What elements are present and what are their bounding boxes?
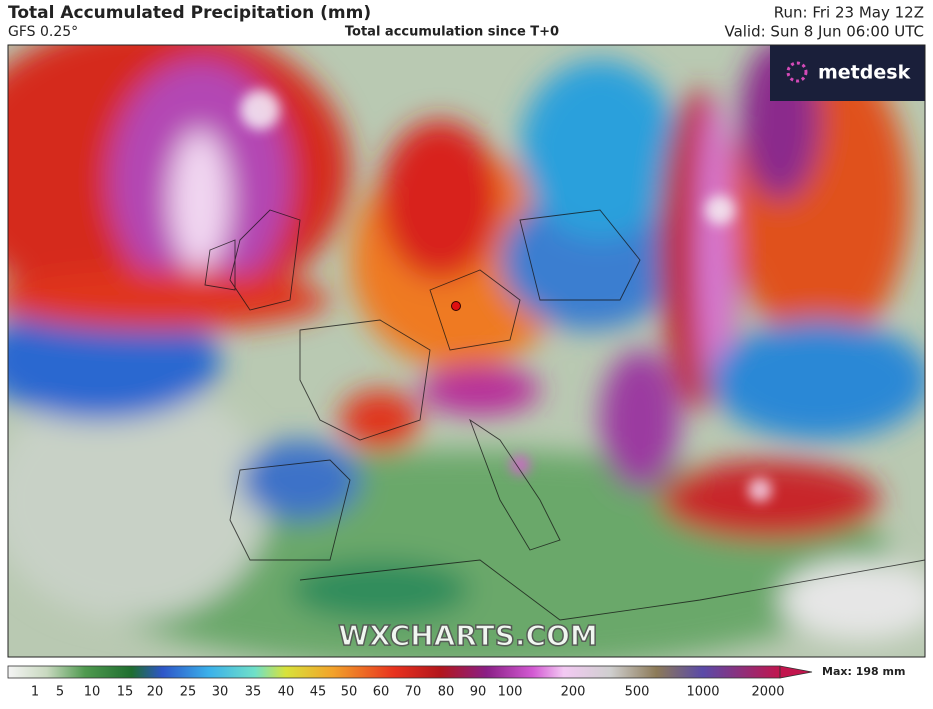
colorbar-ticks: 1 5 10 15 20 25 30 35 40 45 50 60 70 80 90 100 200 500 100… [31,685,785,700]
colorbar-tick-label: 1 [31,685,39,700]
map-frame [7,44,926,658]
colorbar-extension [779,665,813,679]
colorbar-tick-label: 40 [278,685,295,700]
colorbar-tick-label: 20 [147,685,164,700]
colorbar: Max: 198 mm 1 5 10 15 20 25 30 35 40 45 50 60 70 80 90… [7,665,905,700]
colorbar-tick-label: 2000 [751,685,784,700]
colorbar-tick-label: 1000 [686,685,719,700]
colorbar-tick-label: 35 [245,685,262,700]
colorbar-tick-label: 60 [373,685,390,700]
colorbar-scale [7,665,781,679]
watermark: WXCHARTS.COM [338,619,598,652]
logo-text: metdesk [818,62,911,84]
colorbar-tick-label: 15 [117,685,134,700]
colorbar-tick-label: 25 [180,685,197,700]
run-time: Run: Fri 23 May 12Z [774,4,924,22]
logo-icon [786,61,808,83]
location-marker [451,301,461,311]
colorbar-tick-label: 500 [625,685,650,700]
title: Total Accumulated Precipitation (mm) [8,3,371,23]
colorbar-tick-label: 45 [310,685,327,700]
colorbar-tick-label: 10 [84,685,101,700]
colorbar-tick-label: 5 [56,685,64,700]
colorbar-tick-label: 80 [438,685,455,700]
colorbar-tick-label: 100 [498,685,523,700]
colorbar-tick-label: 90 [470,685,487,700]
colorbar-tick-label: 50 [341,685,358,700]
precip-map: metdesk WXCHARTS.COM [8,45,925,657]
colorbar-tick-label: 200 [561,685,586,700]
max-label: Max: 198 mm [822,665,905,678]
colorbar-tick-label: 30 [212,685,229,700]
model: GFS 0.25° [8,24,78,40]
valid-time: Valid: Sun 8 Jun 06:00 UTC [724,23,924,41]
logo-box [770,45,925,101]
colorbar-tick-label: 70 [405,685,422,700]
subtitle: Total accumulation since T+0 [345,25,559,40]
